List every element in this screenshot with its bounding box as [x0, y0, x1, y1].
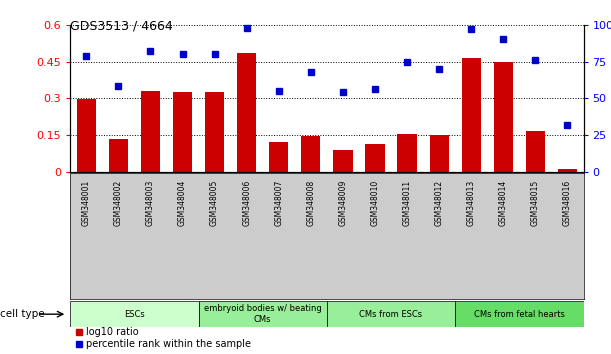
Text: GSM348016: GSM348016 [563, 180, 572, 226]
Text: GSM348007: GSM348007 [274, 180, 284, 226]
Bar [237, 53, 257, 172]
Bar [199, 301, 327, 327]
Text: ESCs: ESCs [124, 310, 145, 319]
Text: CMs from ESCs: CMs from ESCs [359, 310, 423, 319]
Text: embryoid bodies w/ beating
CMs: embryoid bodies w/ beating CMs [204, 304, 321, 324]
Text: cell type: cell type [0, 309, 45, 319]
Text: GSM348011: GSM348011 [403, 180, 412, 226]
Bar [525, 131, 545, 172]
Bar [430, 135, 448, 172]
Bar [334, 150, 353, 172]
Text: GSM348006: GSM348006 [242, 180, 251, 226]
Text: GSM348003: GSM348003 [146, 180, 155, 226]
Bar [327, 301, 455, 327]
Bar [365, 143, 385, 172]
Bar [173, 92, 192, 172]
Text: GSM348004: GSM348004 [178, 180, 187, 226]
Bar [109, 139, 128, 172]
Text: GSM348008: GSM348008 [306, 180, 315, 226]
Bar [494, 62, 513, 172]
Bar [462, 58, 481, 172]
Bar [269, 142, 288, 172]
Bar [77, 99, 96, 172]
Text: GSM348002: GSM348002 [114, 180, 123, 226]
Bar [455, 301, 584, 327]
Bar [70, 301, 199, 327]
Text: GSM348009: GSM348009 [338, 180, 348, 226]
Text: GSM348001: GSM348001 [82, 180, 91, 226]
Text: GSM348015: GSM348015 [531, 180, 540, 226]
Text: GSM348013: GSM348013 [467, 180, 476, 226]
Legend: log10 ratio, percentile rank within the sample: log10 ratio, percentile rank within the … [75, 327, 251, 349]
Text: GSM348010: GSM348010 [370, 180, 379, 226]
Bar [205, 92, 224, 172]
Text: GDS3513 / 4664: GDS3513 / 4664 [70, 19, 173, 33]
Bar [558, 169, 577, 172]
Text: GSM348012: GSM348012 [434, 180, 444, 226]
Bar [301, 136, 320, 172]
Text: GSM348005: GSM348005 [210, 180, 219, 226]
Bar [141, 91, 160, 172]
Text: GSM348014: GSM348014 [499, 180, 508, 226]
Bar [398, 134, 417, 172]
Text: CMs from fetal hearts: CMs from fetal hearts [474, 310, 565, 319]
